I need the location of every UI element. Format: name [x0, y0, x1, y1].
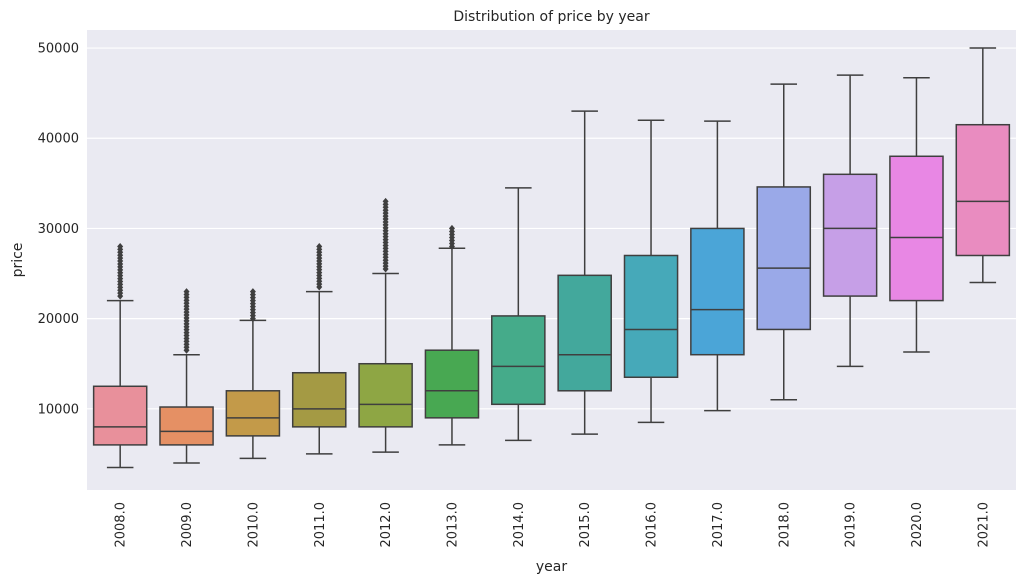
outlier-point: [117, 242, 124, 250]
box-2015.0: [557, 110, 612, 435]
box-body: [92, 385, 148, 446]
x-tick-label: 2008.0: [114, 502, 129, 548]
outliers: [249, 288, 256, 323]
x-tick-label: 2017.0: [711, 502, 726, 548]
x-tick-label: 2021.0: [976, 502, 991, 548]
box-body: [822, 173, 878, 297]
x-tick-label: 2020.0: [910, 502, 925, 548]
box-2012.0: [358, 197, 413, 453]
x-tick-label: 2015.0: [578, 502, 593, 548]
x-tick-label: 2010.0: [246, 502, 261, 548]
outliers: [117, 242, 124, 300]
outlier-point: [382, 197, 389, 205]
x-tick-label: 2019.0: [844, 502, 859, 548]
y-tick-label: 10000: [38, 402, 79, 417]
x-tick-label: 2016.0: [645, 502, 660, 548]
x-tick-label: 2012.0: [379, 502, 394, 548]
x-tick-label: 2009.0: [180, 502, 195, 548]
box-2021.0: [955, 47, 1011, 284]
outlier-point: [316, 242, 323, 250]
outlier-point: [249, 288, 256, 296]
box-2014.0: [491, 187, 546, 442]
y-tick-label: 50000: [38, 42, 79, 57]
box-2009.0: [159, 288, 214, 464]
y-tick-label: 20000: [38, 312, 79, 327]
outliers: [382, 197, 389, 273]
box-body: [424, 349, 480, 419]
box-body: [491, 315, 546, 406]
outliers: [316, 242, 323, 291]
x-tick-label: 2014.0: [512, 502, 527, 548]
box-body: [291, 371, 347, 428]
x-tick-label: 2013.0: [445, 502, 460, 548]
box-2020.0: [889, 77, 944, 353]
box-2018.0: [756, 83, 812, 401]
box-2011.0: [291, 242, 347, 455]
y-tick-labels: 10000 20000 30000 40000 50000: [38, 42, 79, 418]
outlier-point: [183, 288, 190, 296]
outlier-point: [448, 224, 455, 232]
box-2019.0: [822, 74, 878, 368]
outliers: [183, 288, 190, 354]
x-tick-labels: 2008.0 2009.0 2010.0 2011.0 2012.0 2013.0 2014…: [114, 502, 992, 548]
x-tick-label: 2018.0: [777, 502, 792, 548]
x-tick-label: 2011.0: [313, 502, 328, 548]
outliers: [448, 224, 455, 250]
box-2010.0: [225, 288, 281, 460]
box-2013.0: [424, 224, 480, 446]
box-body: [225, 390, 281, 437]
box-body: [159, 406, 214, 446]
box-body: [358, 362, 413, 428]
box-body: [756, 186, 812, 331]
box-2016.0: [623, 119, 679, 424]
box-2008.0: [92, 242, 148, 469]
box-body: [889, 155, 944, 302]
box-body: [955, 123, 1011, 257]
box-body: [557, 274, 612, 392]
x-axis-label: year: [536, 559, 567, 575]
box-body: [690, 227, 745, 356]
box-body: [623, 254, 679, 379]
chart-title: Distribution of price by year: [453, 9, 649, 25]
y-axis-label: price: [10, 243, 26, 278]
box-2017.0: [690, 120, 745, 412]
y-tick-label: 30000: [38, 222, 79, 237]
y-tick-label: 40000: [38, 132, 79, 147]
boxes: [92, 47, 1011, 469]
